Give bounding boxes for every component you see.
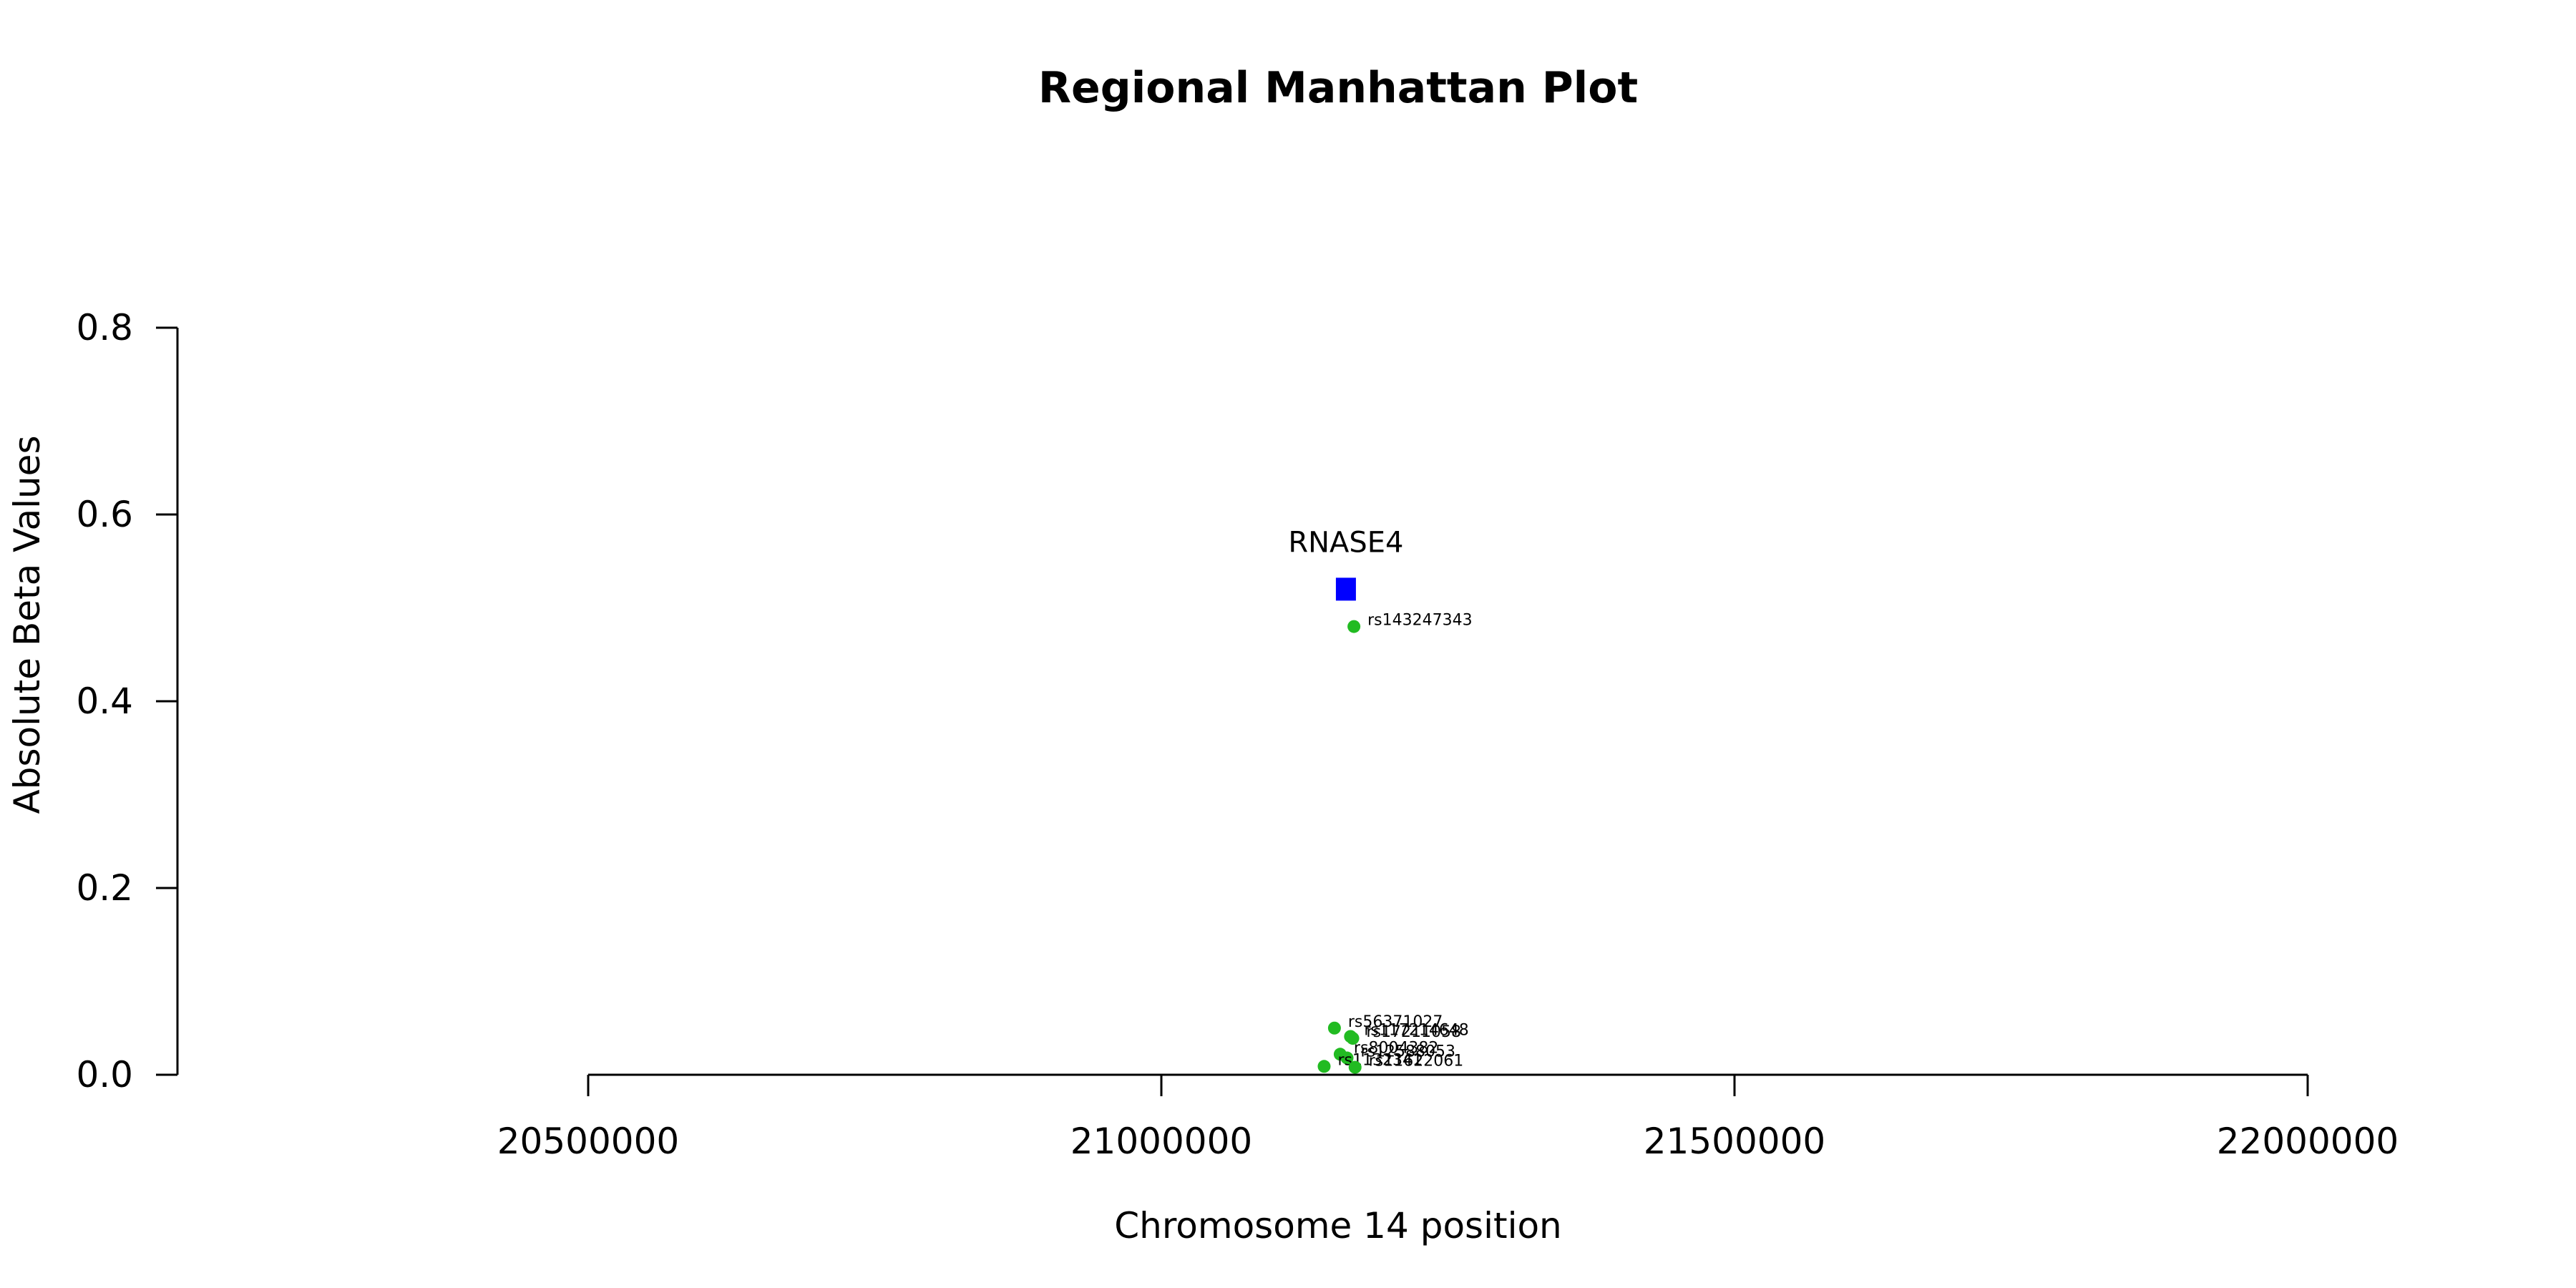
chart-title: Regional Manhattan Plot (1038, 63, 1638, 113)
y-tick-label: 0.4 (76, 680, 133, 722)
gene-label: RNASE4 (1288, 526, 1403, 559)
x-axis-label: Chromosome 14 position (1114, 1205, 1562, 1246)
x-tick-label: 21500000 (1644, 1121, 1826, 1162)
x-axis: 20500000 21000000 21500000 22000000 (497, 1073, 2399, 1162)
snp-point (1347, 620, 1361, 633)
x-tick-label: 22000000 (2217, 1121, 2399, 1162)
snp-point (1348, 1060, 1362, 1074)
y-axis-label: Absolute Beta Values (6, 436, 48, 814)
y-tick-label: 0.8 (76, 307, 133, 348)
gene-marker (1335, 577, 1356, 601)
data-points: rs143247343 rs56371027rs117214648rs172110… (1317, 612, 1473, 1074)
x-tick-label: 21000000 (1070, 1121, 1253, 1162)
gene-marker-group: RNASE4 (1288, 526, 1404, 601)
y-tick-label: 0.2 (76, 867, 133, 909)
snp-label: rs8004382 (1354, 1039, 1439, 1057)
snp-point (1340, 1051, 1354, 1065)
snp-label: rs117214648 (1364, 1021, 1468, 1039)
snp-label: rs56371027 (1348, 1013, 1443, 1031)
snp-label: rs143247343 (1367, 612, 1472, 630)
snp-label: rs11622061 (1369, 1053, 1463, 1070)
y-axis: 0.0 0.2 0.4 0.6 0.8 (76, 307, 179, 1096)
snp-label: rs17211058 (1367, 1023, 1461, 1041)
snp-point (1317, 1060, 1331, 1073)
y-tick-label: 0.6 (76, 494, 133, 535)
y-tick-label: 0.0 (76, 1054, 133, 1096)
snp-label: rs12588053 (1361, 1043, 1455, 1061)
snp-point (1327, 1021, 1341, 1035)
x-tick-label: 20500000 (497, 1121, 680, 1162)
snp-point (1346, 1032, 1360, 1045)
